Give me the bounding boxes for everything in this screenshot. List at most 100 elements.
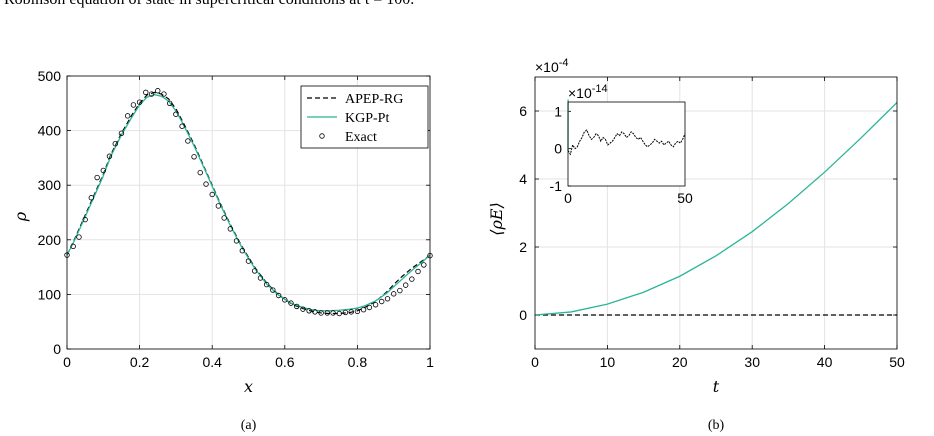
axes-frame-a <box>66 75 431 350</box>
y-axis-label-a: ρ <box>11 211 30 222</box>
caption-text: Robinson equation of state in supercriti… <box>4 0 414 9</box>
exact-point <box>282 297 288 303</box>
caption-fragment: Robinson equation of state in supercriti… <box>4 0 930 22</box>
exact-point <box>161 91 167 97</box>
axes-frame-b <box>534 76 898 350</box>
exact-point <box>421 262 427 268</box>
x-tick-label-b: 50 <box>889 354 905 370</box>
exact-point <box>409 276 415 282</box>
exact-point <box>167 100 173 106</box>
inset-y-tick-label: -1 <box>550 178 563 194</box>
x-tick-label-a: 1 <box>426 354 434 370</box>
panel-label-b: (b) <box>708 418 725 433</box>
y-tick-label-a: 0 <box>53 341 61 357</box>
x-tick-label-b: 10 <box>600 354 616 370</box>
exact-point <box>263 281 270 288</box>
legend-label: APEP-RG <box>345 92 403 107</box>
exact-point <box>136 99 143 105</box>
exact-point <box>148 91 155 97</box>
y-tick-label-b: 4 <box>519 171 527 187</box>
exact-point <box>82 216 88 223</box>
inset-plot-area <box>568 102 685 186</box>
exact-point <box>70 243 76 250</box>
exact-point <box>384 296 391 302</box>
exact-point <box>130 102 137 108</box>
y-tick-label-a: 200 <box>38 232 62 248</box>
exact-point <box>100 167 106 174</box>
exact-point <box>215 203 222 209</box>
inset-x-tick-label: 50 <box>677 190 693 206</box>
exact-point <box>397 287 403 294</box>
exact-point <box>88 195 95 201</box>
exact-point <box>251 268 258 274</box>
x-tick-label-a: 0.8 <box>348 354 368 370</box>
exact-point <box>324 310 330 316</box>
exact-point <box>300 306 306 312</box>
y-tick-label-a: 100 <box>38 286 62 302</box>
exact-point <box>372 302 379 308</box>
panel-label-a: (a) <box>241 418 257 433</box>
exact-point <box>185 138 191 144</box>
exact-point <box>312 309 318 315</box>
x-tick-label-b: 40 <box>817 354 833 370</box>
exact-point <box>330 310 336 316</box>
legend-label: Exact <box>345 130 377 145</box>
exact-point <box>245 258 252 264</box>
inset-x-tick-label: 0 <box>564 190 572 206</box>
exact-point <box>318 310 324 316</box>
x-tick-label-b: 20 <box>672 354 688 370</box>
x-tick-label-a: 0 <box>63 354 71 370</box>
exact-point <box>197 169 203 176</box>
exact-point <box>227 226 234 232</box>
exact-point <box>179 123 185 129</box>
exact-point <box>94 174 100 181</box>
exact-point <box>354 308 361 315</box>
inset-exponent-label: ×10-14 <box>568 83 608 101</box>
exact-point <box>415 268 421 275</box>
exact-point <box>233 238 240 244</box>
exact-point <box>336 310 342 317</box>
y-tick-label-b: 0 <box>519 307 527 323</box>
exact-point <box>191 154 197 160</box>
exact-point <box>294 303 300 310</box>
exact-point <box>257 275 264 281</box>
exact-point <box>221 215 227 221</box>
x-tick-label-b: 30 <box>744 354 760 370</box>
y-tick-label-a: 300 <box>38 177 62 193</box>
exact-point <box>112 141 118 147</box>
inset-apep-rg-line <box>567 129 686 156</box>
exact-point <box>275 292 282 299</box>
y-tick-label-a: 500 <box>38 68 62 84</box>
exact-point <box>306 308 312 314</box>
kgp-pt-line <box>66 93 431 312</box>
x-axis-label-a: x <box>244 377 253 396</box>
exact-point <box>348 309 354 315</box>
exact-point <box>118 130 125 137</box>
exact-point <box>402 282 409 288</box>
exact-point <box>239 248 246 254</box>
exact-point <box>124 113 131 119</box>
exponent-power: -4 <box>559 57 569 69</box>
inset-frame <box>567 101 686 187</box>
exact-point <box>143 89 149 96</box>
inset-y-tick-label: 1 <box>554 103 562 119</box>
exact-point <box>366 304 373 311</box>
y-exponent-label-b: ×10-4 <box>535 57 569 75</box>
y-axis-label-b: ⟨ρE⟩ <box>487 202 506 236</box>
panel-a-chart: 0 0.2 0.4 0.6 0.8 1 0 100 200 300 400 500 APEP-RG KGP… <box>11 68 434 433</box>
exact-point <box>270 287 276 293</box>
exact-point <box>155 88 161 94</box>
exact-point <box>173 111 179 117</box>
legend-label: KGP-Pt <box>345 111 389 126</box>
legend-exact-marker <box>319 133 325 139</box>
inset-y-tick-label: 0 <box>554 141 562 157</box>
x-tick-label-a: 0.2 <box>130 354 150 370</box>
exact-point <box>379 298 385 305</box>
y-tick-label-b: 2 <box>519 239 527 255</box>
x-axis-label-b: t <box>713 377 720 396</box>
x-tick-label-a: 0.6 <box>275 354 295 370</box>
x-tick-label-b: 0 <box>531 354 539 370</box>
y-tick-label-a: 400 <box>38 123 62 139</box>
